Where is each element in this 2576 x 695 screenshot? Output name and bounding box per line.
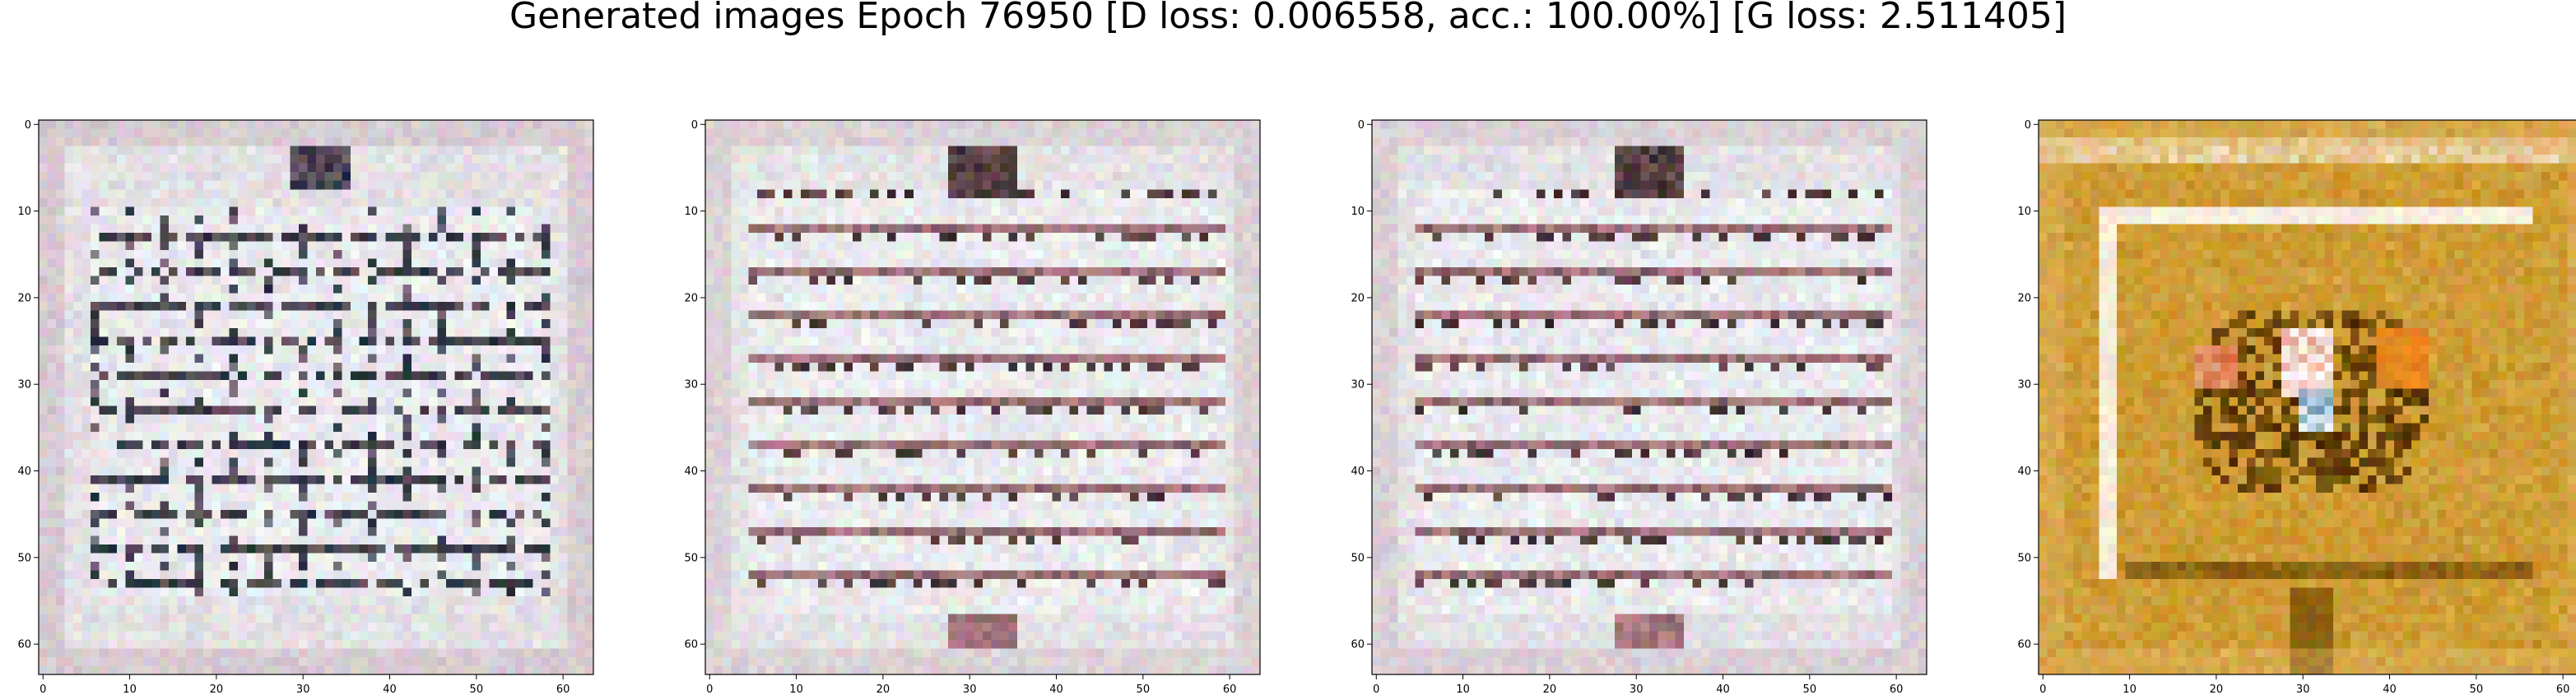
x-tick-label: 0 [2039, 683, 2046, 695]
figure-title: Generated images Epoch 76950 [D loss: 0.… [509, 0, 2067, 37]
x-tick-label: 0 [40, 683, 46, 695]
axes-1: 0 10 20 30 40 50 60 0 10 20 30 40 50 60 [17, 119, 594, 695]
y-tick-label: 40 [17, 466, 31, 478]
x-tick-label: 0 [706, 683, 713, 695]
axes-2: 0 10 20 30 40 50 60 0 10 20 30 40 50 60 [684, 119, 1261, 695]
y-tick-label: 50 [1351, 552, 1365, 564]
y-tick-label: 20 [17, 292, 31, 304]
x-tick-label: 20 [2210, 683, 2224, 695]
x-tick-label: 30 [2296, 683, 2310, 695]
axes-3: 0 10 20 30 40 50 60 0 10 20 30 40 50 60 [1351, 119, 1927, 695]
panel-4: 0 10 20 30 40 50 60 0 10 20 30 40 50 60 [2016, 0, 2576, 695]
axes-frame [1371, 119, 1927, 675]
y-tick-label: 30 [1351, 379, 1365, 392]
x-tick-label: 60 [556, 683, 570, 695]
axes-4: 0 10 20 30 40 50 60 0 10 20 30 40 50 60 [2017, 119, 2576, 695]
x-tick-label: 10 [2123, 683, 2137, 695]
y-tick-label: 20 [1351, 292, 1365, 304]
y-tick-label: 30 [2017, 379, 2031, 392]
y-tick-label: 0 [691, 119, 698, 132]
axes-frame [38, 119, 594, 675]
x-tick-label: 50 [1803, 683, 1817, 695]
x-tick-label: 10 [123, 683, 137, 695]
panel-2: 0 10 20 30 40 50 60 0 10 20 30 40 50 60 [683, 0, 1309, 695]
x-tick-label: 40 [1049, 683, 1063, 695]
x-tick-label: 50 [1137, 683, 1151, 695]
y-tick-label: 10 [2017, 206, 2031, 218]
generated-image-4 [2039, 120, 2576, 675]
x-tick-label: 30 [296, 683, 310, 695]
x-tick-label: 10 [789, 683, 803, 695]
y-tick-label: 50 [684, 552, 698, 564]
x-tick-label: 50 [2470, 683, 2484, 695]
y-tick-label: 0 [2025, 119, 2031, 132]
y-tick-label: 60 [2017, 639, 2031, 651]
x-tick-label: 40 [1716, 683, 1730, 695]
y-tick-label: 30 [684, 379, 698, 392]
y-tick-label: 10 [684, 206, 698, 218]
generated-image-3 [1372, 120, 1927, 675]
x-tick-label: 20 [210, 683, 224, 695]
panel-3: 0 10 20 30 40 50 60 0 10 20 30 40 50 60 [1350, 0, 1975, 695]
y-tick-label: 40 [2017, 466, 2031, 478]
x-tick-label: 50 [470, 683, 484, 695]
y-tick-label: 40 [684, 466, 698, 478]
x-tick-label: 30 [963, 683, 977, 695]
axes-frame [2038, 119, 2576, 675]
y-tick-label: 40 [1351, 466, 1365, 478]
x-tick-label: 20 [1543, 683, 1557, 695]
x-tick-label: 40 [2383, 683, 2397, 695]
generated-image-2 [705, 120, 1261, 675]
x-tick-label: 40 [383, 683, 397, 695]
x-tick-label: 10 [1456, 683, 1470, 695]
x-tick-label: 60 [1223, 683, 1237, 695]
x-tick-label: 30 [1630, 683, 1644, 695]
x-tick-label: 60 [2556, 683, 2570, 695]
axes-frame [704, 119, 1261, 675]
y-tick-label: 0 [25, 119, 31, 132]
y-tick-label: 50 [2017, 552, 2031, 564]
y-tick-label: 60 [17, 639, 31, 651]
y-tick-label: 60 [684, 639, 698, 651]
y-tick-label: 30 [17, 379, 31, 392]
x-tick-label: 20 [876, 683, 890, 695]
panel-1: 0 10 20 30 40 50 60 0 10 20 30 40 50 60 [16, 0, 642, 695]
y-tick-label: 10 [1351, 206, 1365, 218]
y-tick-label: 10 [17, 206, 31, 218]
y-tick-label: 20 [2017, 292, 2031, 304]
y-tick-label: 20 [684, 292, 698, 304]
x-tick-label: 60 [1890, 683, 1904, 695]
y-tick-label: 0 [1358, 119, 1365, 132]
y-tick-label: 50 [17, 552, 31, 564]
x-tick-label: 0 [1373, 683, 1379, 695]
y-tick-label: 60 [1351, 639, 1365, 651]
generated-image-1 [39, 120, 594, 675]
